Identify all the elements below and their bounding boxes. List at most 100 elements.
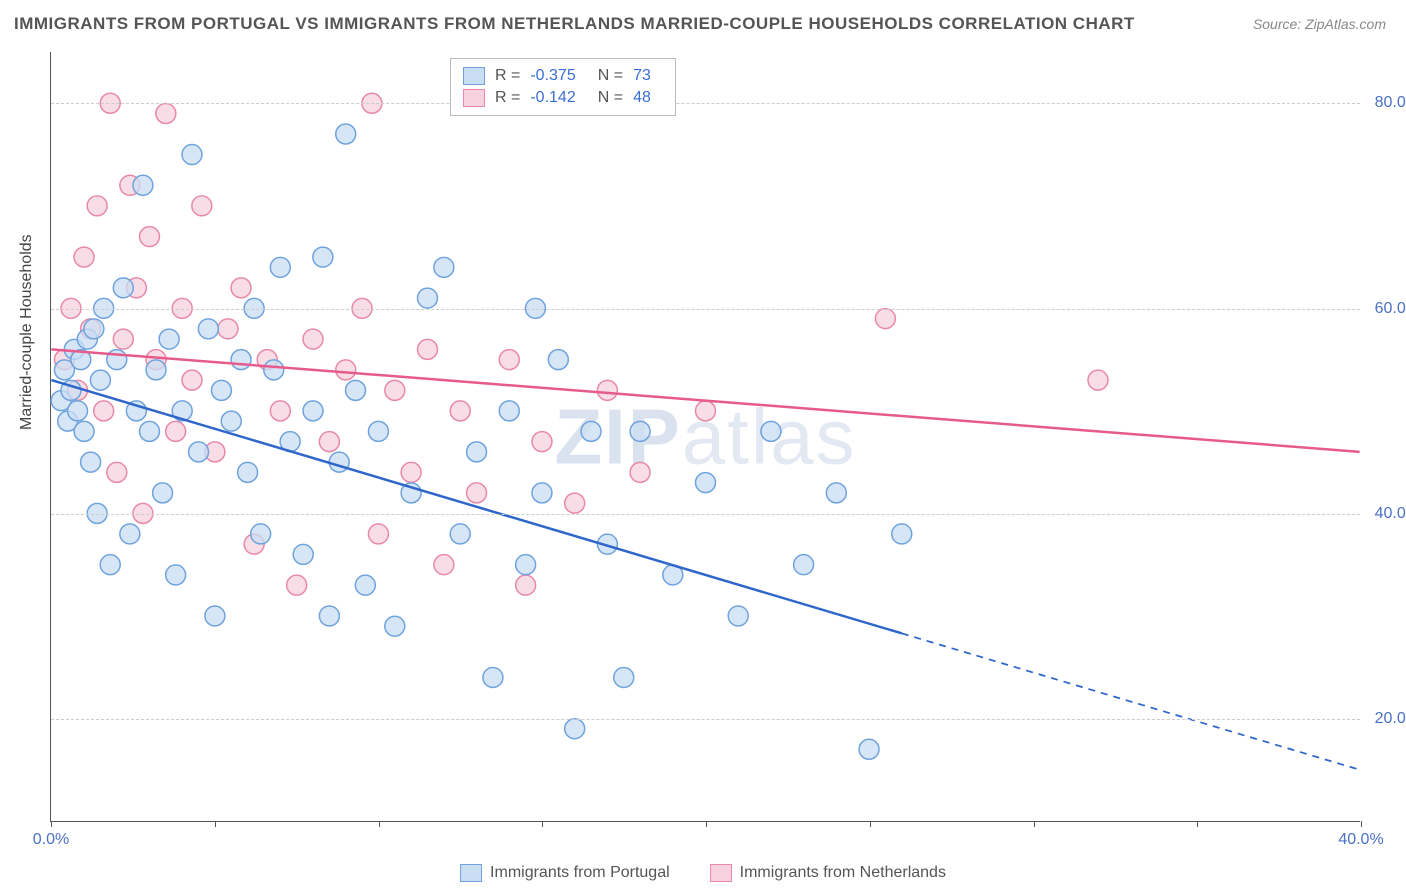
scatter-point — [794, 555, 814, 575]
legend-item-portugal: Immigrants from Portugal — [460, 864, 670, 882]
scatter-point — [231, 278, 251, 298]
gridline-h — [51, 103, 1360, 104]
scatter-point — [630, 462, 650, 482]
scatter-point — [303, 329, 323, 349]
scatter-point — [761, 421, 781, 441]
scatter-point — [146, 360, 166, 380]
regression-line — [51, 349, 1359, 452]
scatter-point — [231, 350, 251, 370]
scatter-point — [84, 319, 104, 339]
regression-line-dashed — [902, 633, 1360, 769]
scatter-point — [319, 606, 339, 626]
scatter-point — [107, 462, 127, 482]
scatter-point — [218, 319, 238, 339]
scatter-point — [368, 421, 388, 441]
scatter-point — [139, 421, 159, 441]
scatter-point — [192, 196, 212, 216]
scatter-point — [90, 370, 110, 390]
scatter-point — [696, 473, 716, 493]
scatter-point — [483, 667, 503, 687]
n-value-netherlands: 48 — [633, 87, 651, 109]
scatter-point — [516, 555, 536, 575]
series-legend: Immigrants from Portugal Immigrants from… — [460, 864, 946, 882]
swatch-portugal — [460, 864, 482, 882]
x-tick — [706, 821, 707, 827]
scatter-point — [205, 606, 225, 626]
gridline-h — [51, 514, 1360, 515]
x-tick — [215, 821, 216, 827]
scatter-point — [565, 719, 585, 739]
y-tick-label: 80.0% — [1365, 94, 1406, 112]
scatter-point — [548, 350, 568, 370]
y-tick-label: 40.0% — [1365, 505, 1406, 523]
scatter-point — [499, 350, 519, 370]
legend-label-netherlands: Immigrants from Netherlands — [740, 864, 946, 882]
scatter-point — [159, 329, 179, 349]
r-label: R = — [495, 65, 520, 87]
scatter-point — [107, 350, 127, 370]
x-tick — [1361, 821, 1362, 827]
n-label: N = — [598, 87, 623, 109]
scatter-point — [401, 462, 421, 482]
scatter-point — [346, 380, 366, 400]
scatter-point — [74, 247, 94, 267]
scatter-point — [892, 524, 912, 544]
x-tick-label: 0.0% — [33, 831, 69, 849]
swatch-portugal — [463, 67, 485, 85]
legend-item-netherlands: Immigrants from Netherlands — [710, 864, 946, 882]
scatter-point — [516, 575, 536, 595]
scatter-point — [113, 329, 133, 349]
swatch-netherlands — [463, 89, 485, 107]
scatter-point — [166, 421, 186, 441]
scatter-point — [630, 421, 650, 441]
scatter-point — [826, 483, 846, 503]
x-tick — [1034, 821, 1035, 827]
correlation-legend: R = -0.375 N = 73 R = -0.142 N = 48 — [450, 58, 676, 116]
scatter-point — [614, 667, 634, 687]
scatter-point — [133, 175, 153, 195]
x-tick — [542, 821, 543, 827]
scatter-point — [355, 575, 375, 595]
scatter-point — [313, 247, 333, 267]
scatter-point — [139, 227, 159, 247]
scatter-point — [565, 493, 585, 513]
scatter-point — [198, 319, 218, 339]
gridline-h — [51, 719, 1360, 720]
scatter-point — [113, 278, 133, 298]
scatter-point — [221, 411, 241, 431]
scatter-point — [532, 432, 552, 452]
x-tick-label: 40.0% — [1338, 831, 1383, 849]
scatter-point — [385, 380, 405, 400]
scatter-point — [166, 565, 186, 585]
regression-line — [51, 380, 901, 633]
scatter-point — [581, 421, 601, 441]
scatter-point — [182, 145, 202, 165]
scatter-point — [156, 104, 176, 124]
scatter-point — [251, 524, 271, 544]
scatter-point — [270, 257, 290, 277]
scatter-point — [450, 524, 470, 544]
scatter-point — [238, 462, 258, 482]
legend-row-netherlands: R = -0.142 N = 48 — [463, 87, 663, 109]
scatter-point — [211, 380, 231, 400]
scatter-point — [319, 432, 339, 452]
scatter-point — [875, 309, 895, 329]
scatter-point — [303, 401, 323, 421]
scatter-point — [417, 339, 437, 359]
scatter-point — [499, 401, 519, 421]
scatter-point — [120, 524, 140, 544]
x-tick — [870, 821, 871, 827]
scatter-point — [434, 257, 454, 277]
r-value-portugal: -0.375 — [530, 65, 575, 87]
scatter-point — [450, 401, 470, 421]
scatter-point — [696, 401, 716, 421]
scatter-point — [68, 401, 88, 421]
scatter-point — [417, 288, 437, 308]
scatter-point — [94, 401, 114, 421]
x-tick — [51, 821, 52, 827]
scatter-point — [270, 401, 290, 421]
r-label: R = — [495, 87, 520, 109]
source-attribution: Source: ZipAtlas.com — [1253, 16, 1386, 32]
scatter-point — [153, 483, 173, 503]
scatter-point — [100, 555, 120, 575]
